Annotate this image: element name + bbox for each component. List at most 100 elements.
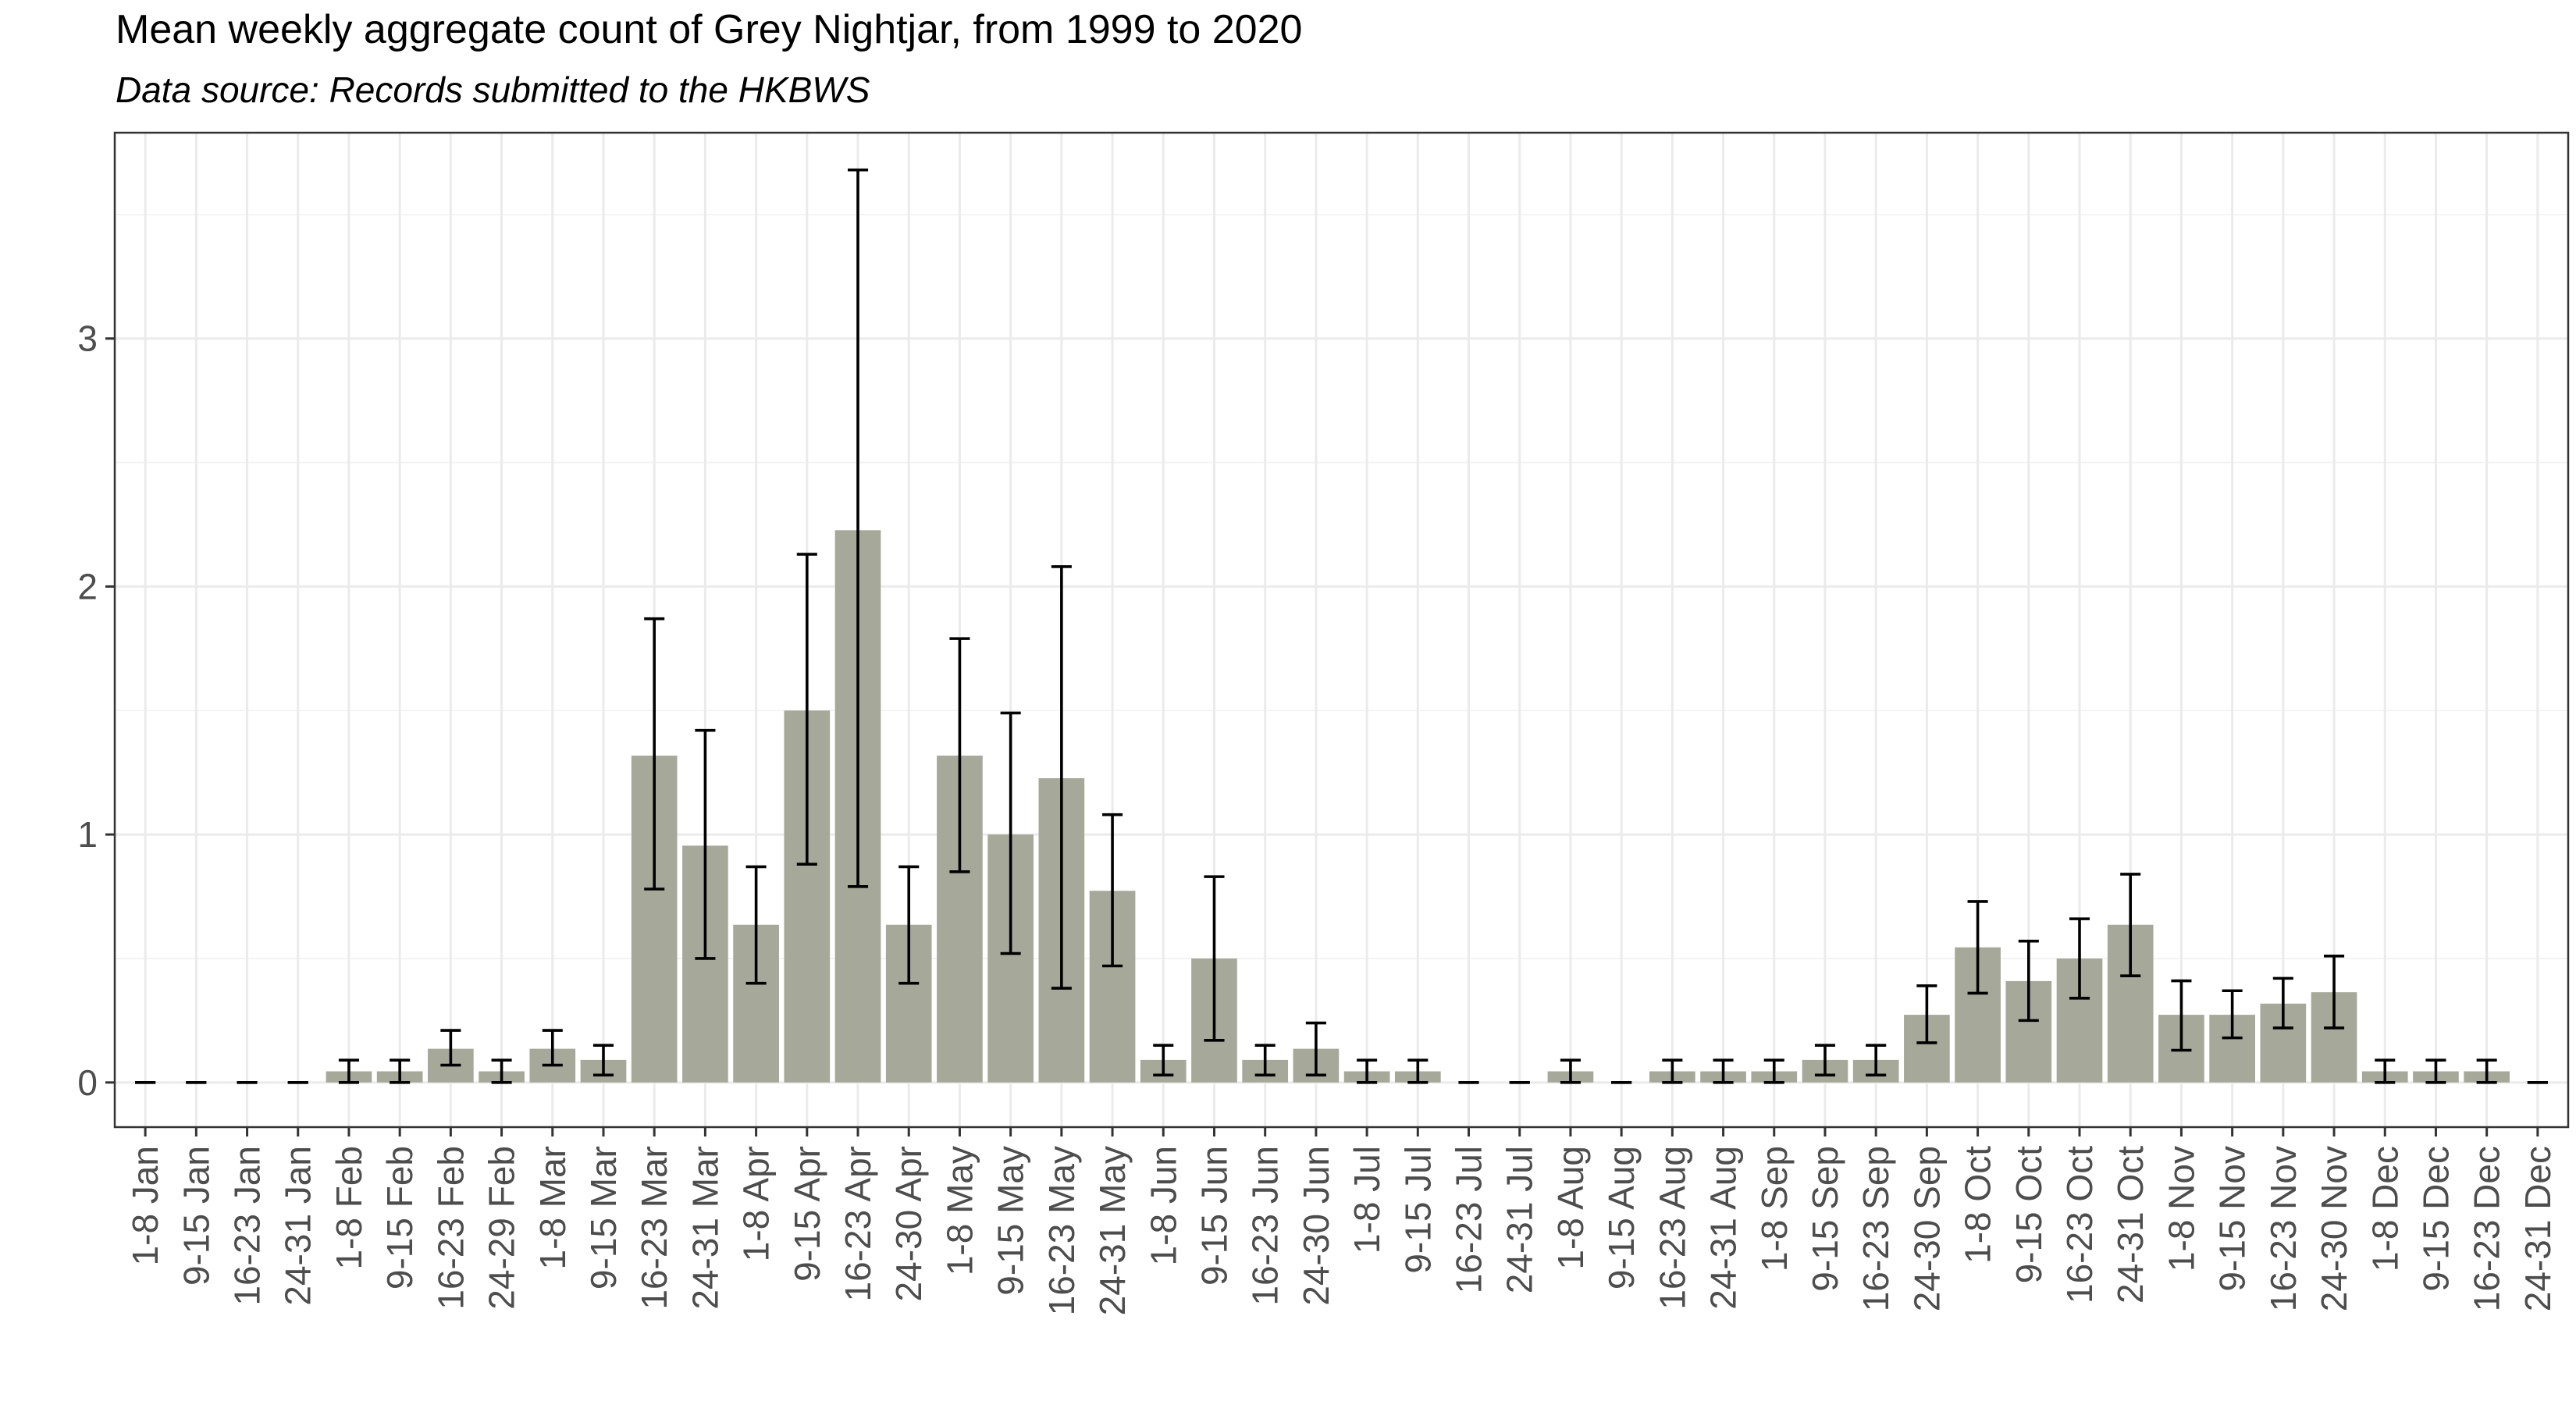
error-bar	[542, 1029, 563, 1067]
error-bar	[440, 1029, 461, 1067]
x-axis: 1-8 Jan 9-15 Jan 16-23 Jan 24-31 Jan 1-8 Feb…	[125, 1127, 2558, 1315]
error-bar	[2018, 939, 2039, 1023]
x-tick-label: 16-23 Oct	[2059, 1146, 2100, 1304]
error-bar	[1102, 813, 1123, 968]
x-tick-label: 16-23 Jan	[227, 1146, 268, 1306]
x-tick-label: 9-15 May	[991, 1146, 1031, 1296]
x-tick-label: 24-31 Oct	[2110, 1146, 2151, 1304]
x-tick-label: 9-15 Sep	[1805, 1146, 1845, 1292]
error-bar	[2476, 1058, 2497, 1084]
grid	[115, 133, 2568, 1127]
x-tick-label: 24-31 Mar	[685, 1146, 725, 1310]
x-tick-label: 24-30 Jun	[1296, 1146, 1336, 1306]
x-tick-label: 24-31 Jul	[1500, 1146, 1540, 1293]
x-tick-label: 1-8 Mar	[532, 1146, 573, 1269]
x-tick-label: 1-8 Feb	[329, 1146, 369, 1270]
error-bar	[644, 617, 665, 891]
x-tick-label: 16-23 Sep	[1856, 1146, 1896, 1311]
x-tick-label: 24-31 Aug	[1703, 1146, 1744, 1310]
plot-panel-border	[113, 131, 2570, 1129]
x-tick-label: 9-15 Dec	[2415, 1146, 2456, 1292]
error-bar	[898, 865, 920, 985]
x-tick-label: 16-23 Jun	[1245, 1146, 1286, 1306]
x-tick-label: 1-8 Nov	[2161, 1146, 2201, 1272]
error-bar	[2375, 1058, 2396, 1084]
error-bar	[1305, 1021, 1326, 1077]
error-bar	[2120, 873, 2141, 977]
x-tick-label: 9-15 Mar	[583, 1146, 624, 1289]
x-tick-label: 9-15 Nov	[2212, 1146, 2253, 1292]
error-bar	[1153, 1044, 1174, 1077]
error-bar	[2171, 979, 2192, 1052]
x-tick-label: 1-8 Sep	[1754, 1146, 1795, 1272]
x-tick-label: 24-30 Sep	[1906, 1146, 1947, 1311]
x-tick-label: 24-31 Jan	[278, 1146, 318, 1306]
error-bar	[592, 1044, 614, 1077]
error-bar	[1713, 1058, 1734, 1084]
x-tick-label: 1-8 Apr	[736, 1146, 777, 1261]
x-tick-label: 9-15 Oct	[2008, 1146, 2049, 1284]
x-tick-label: 24-30 Nov	[2314, 1146, 2354, 1311]
error-bar	[1357, 1058, 1378, 1084]
y-axis: 0 1 2 3	[77, 318, 115, 1103]
x-tick-label: 24-31 May	[1092, 1146, 1133, 1315]
x-tick-label: 9-15 Feb	[379, 1146, 420, 1289]
x-tick-label: 16-23 Feb	[430, 1146, 471, 1310]
error-bar	[847, 168, 869, 888]
bars	[122, 530, 2561, 1083]
x-tick-label: 9-15 Aug	[1601, 1146, 1642, 1289]
error-bar	[491, 1058, 512, 1084]
x-tick-label: 1-8 Jul	[1347, 1146, 1387, 1254]
y-tick-label: 3	[77, 318, 98, 359]
error-bar	[338, 1058, 359, 1084]
error-bar	[1814, 1044, 1836, 1077]
error-bar	[949, 637, 970, 873]
chart-title: Mean weekly aggregate count of Grey Nigh…	[116, 7, 1303, 52]
x-tick-label: 16-23 Nov	[2263, 1146, 2304, 1311]
error-bar	[390, 1058, 411, 1084]
x-tick-label: 9-15 Jan	[176, 1146, 216, 1286]
y-tick-label: 2	[77, 566, 98, 606]
x-tick-label: 24-30 Apr	[888, 1146, 929, 1301]
error-bar	[695, 728, 716, 960]
x-tick-label: 16-23 Apr	[838, 1146, 878, 1301]
x-tick-label: 24-29 Feb	[482, 1146, 522, 1310]
error-bar	[1763, 1058, 1784, 1084]
x-tick-label: 16-23 Aug	[1652, 1146, 1692, 1310]
error-bar	[1204, 875, 1225, 1042]
error-bar	[1916, 984, 1937, 1044]
x-tick-label: 16-23 May	[1041, 1146, 1082, 1315]
error-bar	[1967, 900, 1988, 995]
error-bar	[2324, 954, 2345, 1030]
chart-subtitle: Data source: Records submitted to the HK…	[116, 69, 870, 110]
x-tick-label: 9-15 Jul	[1397, 1146, 1438, 1274]
error-bar	[1000, 711, 1021, 955]
error-bar	[1560, 1058, 1581, 1084]
error-bar	[1866, 1044, 1887, 1077]
x-tick-label: 9-15 Jun	[1194, 1146, 1234, 1286]
error-bar	[2425, 1058, 2446, 1084]
error-bar	[2069, 917, 2090, 1000]
error-bar	[745, 865, 767, 985]
x-tick-label: 16-23 Dec	[2467, 1146, 2507, 1311]
error-bar	[1407, 1058, 1429, 1084]
x-tick-label: 16-23 Jul	[1449, 1146, 1489, 1293]
x-tick-label: 1-8 Aug	[1550, 1146, 1591, 1270]
error-bars	[135, 168, 2548, 1084]
x-tick-label: 1-8 Oct	[1958, 1146, 1998, 1264]
error-bar	[2222, 989, 2243, 1040]
x-tick-label: 9-15 Apr	[787, 1146, 827, 1282]
x-tick-label: 1-8 Dec	[2364, 1146, 2405, 1272]
x-tick-label: 24-31 Dec	[2517, 1146, 2558, 1311]
x-tick-label: 1-8 May	[939, 1146, 980, 1275]
error-bar	[1254, 1044, 1276, 1077]
x-tick-label: 1-8 Jan	[125, 1146, 165, 1265]
error-bar	[2272, 976, 2293, 1030]
x-tick-label: 16-23 Mar	[634, 1146, 674, 1310]
y-tick-label: 0	[77, 1062, 98, 1103]
error-bar	[796, 553, 817, 866]
y-tick-label: 1	[77, 814, 98, 855]
error-bar	[1662, 1058, 1683, 1084]
error-bar	[1051, 565, 1072, 990]
